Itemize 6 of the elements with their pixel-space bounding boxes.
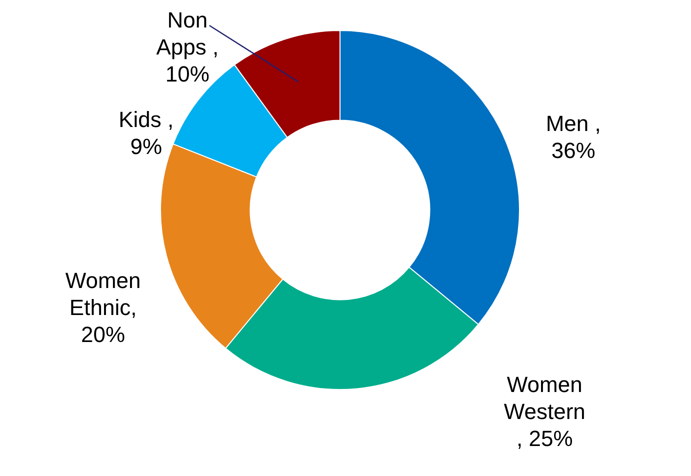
slice-label: Men , 36% <box>546 110 601 163</box>
slice-label: Non Apps , 10% <box>156 8 219 87</box>
data-label: , 25% <box>516 426 573 451</box>
slice-label: Women Western <box>504 372 586 424</box>
slice-label: Women Ethnic, 20% <box>65 268 141 347</box>
slice-label: Kids , 9% <box>118 107 174 160</box>
